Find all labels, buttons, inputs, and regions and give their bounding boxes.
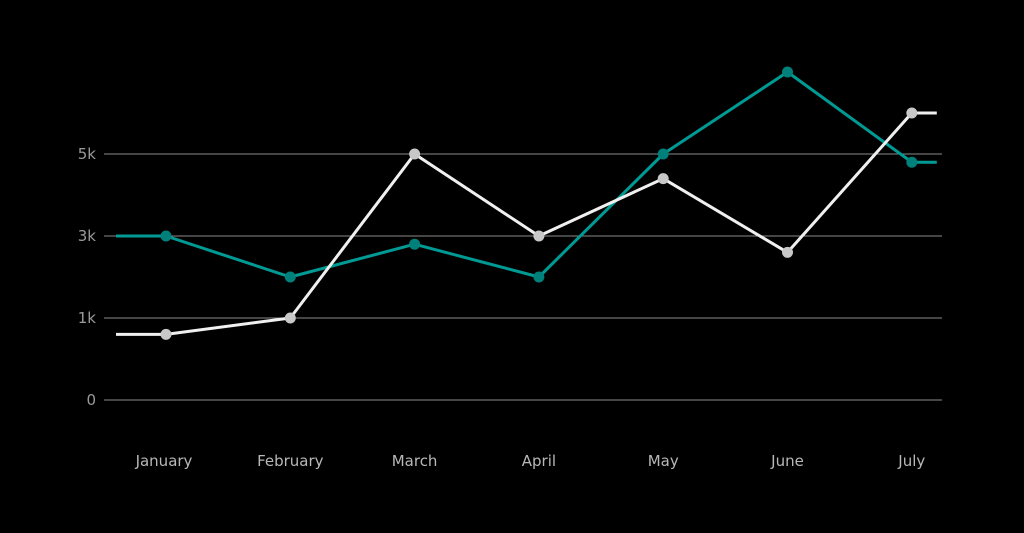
data-point-series-2[interactable] — [409, 148, 421, 160]
x-tick-label: July — [897, 452, 925, 470]
data-point-series-1[interactable] — [533, 271, 545, 283]
data-point-series-2[interactable] — [657, 173, 669, 185]
x-tick-label: February — [257, 452, 324, 470]
x-tick-label: June — [770, 452, 804, 470]
data-point-series-1[interactable] — [160, 230, 172, 242]
x-tick-label: May — [648, 452, 679, 470]
data-point-series-2[interactable] — [533, 230, 545, 242]
series-line-1 — [116, 70, 937, 279]
data-point-series-1[interactable] — [284, 271, 296, 283]
data-point-series-2[interactable] — [284, 312, 296, 324]
y-tick-label: 0 — [86, 391, 96, 409]
x-tick-label: March — [392, 452, 438, 470]
series-line-2 — [116, 111, 937, 336]
data-point-series-2[interactable] — [906, 107, 918, 119]
y-tick-label: 5k — [78, 145, 97, 163]
data-point-series-2[interactable] — [160, 328, 172, 340]
data-point-series-1[interactable] — [657, 148, 669, 160]
x-tick-label: January — [135, 452, 193, 470]
y-tick-label: 1k — [78, 309, 97, 327]
data-point-series-2[interactable] — [782, 246, 793, 258]
data-point-series-1[interactable] — [409, 238, 421, 250]
data-point-series-1[interactable] — [782, 66, 793, 78]
y-tick-label: 3k — [78, 227, 97, 245]
x-tick-label: April — [522, 452, 556, 470]
data-point-series-1[interactable] — [906, 156, 918, 168]
